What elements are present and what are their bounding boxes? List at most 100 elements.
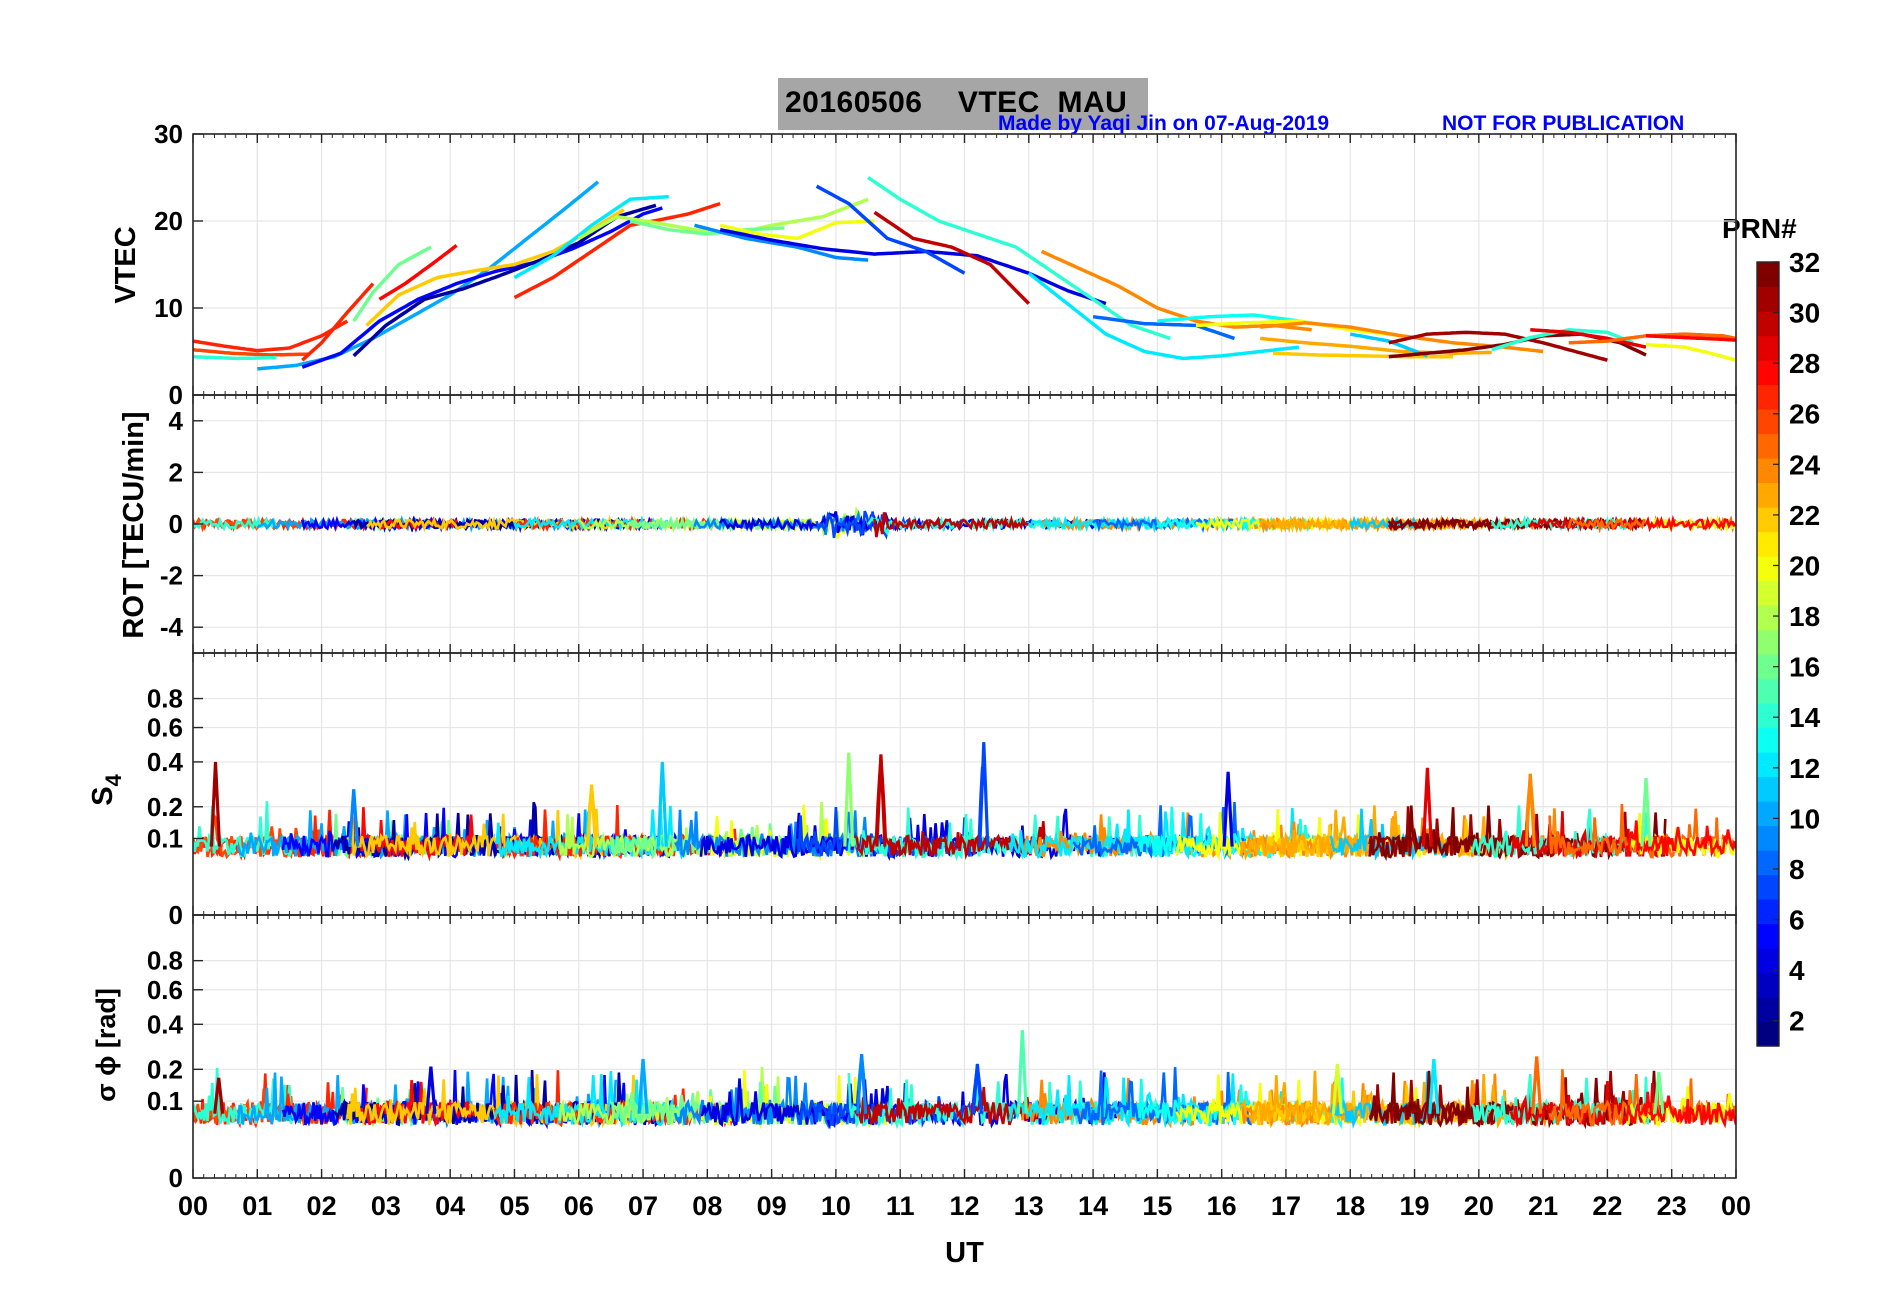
- vtec-line-prn-28: [1645, 334, 1736, 342]
- rot-line-prn-28: [1644, 514, 1736, 533]
- s4-peak-prn-4: [1222, 771, 1234, 847]
- sigma-peak-prn-16: [1653, 1071, 1665, 1114]
- colorbar-swatch: [1757, 335, 1779, 361]
- s4-peak-prn-30: [875, 754, 887, 847]
- colorbar-swatch: [1757, 629, 1779, 655]
- sigma-peak-prn-15: [1016, 1030, 1028, 1114]
- colorbar-swatch: [1757, 899, 1779, 925]
- colorbar-frame: [1756, 261, 1780, 1047]
- x-tick-label: 02: [307, 1191, 337, 1221]
- s4-series-group: [193, 742, 1736, 862]
- y-tick-label-rot: 4: [169, 406, 184, 436]
- y-tick-label-vtec: 10: [154, 293, 183, 323]
- x-tick-label: 16: [1207, 1191, 1237, 1221]
- title-product: VTEC: [957, 86, 1040, 119]
- vtec-line-prn-14: [867, 176, 1171, 341]
- x-tick-label: 09: [757, 1191, 787, 1221]
- x-tick-label: 08: [692, 1191, 722, 1221]
- colorbar-swatch: [1757, 703, 1779, 729]
- x-tick-label: 01: [242, 1191, 272, 1221]
- colorbar-tick-label: 24: [1789, 449, 1821, 480]
- y-axis-label-s4-sub: 4: [101, 773, 126, 786]
- y-tick-label-sig: 0.6: [147, 975, 183, 1005]
- sigma-peak-prn-10: [637, 1058, 649, 1114]
- x-tick-label: 11: [886, 1191, 915, 1221]
- y-tick-label-sig: 0.2: [147, 1054, 183, 1084]
- s4-peak-prn-22: [586, 784, 598, 847]
- colorbar-swatch: [1757, 801, 1779, 827]
- vtec-line-prn-5: [301, 206, 663, 369]
- vtec-line-prn-20: [1645, 342, 1736, 362]
- rot-line-prn-27: [513, 515, 721, 533]
- text-layer: 0102030-4-202400.10.20.40.60.800.10.20.4…: [87, 119, 1751, 1269]
- colorbar-swatch: [1757, 605, 1779, 631]
- colorbar-tick-label: 26: [1789, 399, 1820, 430]
- colorbar-swatch: [1757, 580, 1779, 606]
- x-tick-label: 05: [499, 1191, 529, 1221]
- colorbar-swatch: [1757, 948, 1779, 974]
- vtec-line-prn-20: [719, 219, 875, 241]
- x-axis-label: UT: [945, 1237, 984, 1269]
- colorbar-tick-label: 22: [1789, 500, 1820, 531]
- y-tick-label-vtec: 30: [154, 119, 183, 149]
- colorbar-swatch: [1757, 678, 1779, 704]
- colorbar-tick-label: 12: [1789, 753, 1820, 784]
- y-tick-label-s4: 0.4: [147, 747, 184, 777]
- colorbar-tick-label: 10: [1789, 803, 1820, 834]
- vtec-line-prn-30: [873, 210, 1031, 305]
- x-tick-label: 00: [1721, 1191, 1751, 1221]
- x-tick-label: 14: [1078, 1191, 1108, 1221]
- colorbar-swatch: [1757, 531, 1779, 557]
- rot-line-prn-14: [193, 515, 278, 532]
- sigma-peak-prn-31: [213, 1077, 225, 1114]
- s4-line-prn-8: [1072, 802, 1254, 859]
- y-axis-label-rot: ROT [TECU/min]: [118, 411, 150, 638]
- vtec-line-prn-8: [1092, 314, 1236, 341]
- y-tick-label-s4: 0.8: [147, 684, 183, 714]
- x-tick-label: 22: [1592, 1191, 1622, 1221]
- x-tick-label: 07: [628, 1191, 658, 1221]
- colorbar-swatch: [1757, 262, 1779, 288]
- vtec-line-prn-4: [719, 227, 1107, 306]
- vtec-line-prn-27: [301, 282, 375, 362]
- axes-layer: [192, 133, 1737, 1179]
- vtec-line-prn-12: [1027, 271, 1300, 361]
- sigma-peak-prn-12: [1428, 1058, 1440, 1114]
- vtec-series-group: [193, 176, 1736, 371]
- rot-line-prn-32: [1387, 515, 1647, 533]
- y-axis-label-sigma: σ ϕ [rad]: [91, 988, 121, 1102]
- s4-line-prn-28: [1625, 820, 1736, 858]
- vtec-line-prn-29: [1530, 328, 1647, 349]
- y-tick-label-rot: 0: [169, 509, 183, 539]
- colorbar-swatch: [1757, 776, 1779, 802]
- colorbar-swatch: [1757, 384, 1779, 410]
- y-tick-label-s4: 0.2: [147, 792, 183, 822]
- rot-line-prn-29: [1529, 515, 1645, 534]
- colorbar-tick-label: 32: [1789, 247, 1820, 278]
- colorbar-swatch: [1757, 752, 1779, 778]
- colorbar-tick-label: 18: [1789, 601, 1820, 632]
- colorbar-swatch: [1757, 850, 1779, 876]
- colorbar-swatch: [1757, 409, 1779, 435]
- s4-line-prn-12: [495, 805, 688, 860]
- vtec-line-prn-23: [1260, 336, 1492, 355]
- vtec-line-prn-9: [694, 223, 869, 262]
- y-tick-label-s4: 0: [169, 900, 183, 930]
- vtec-line-prn-2: [352, 203, 657, 358]
- colorbar-tick-label: 30: [1789, 298, 1820, 329]
- sigma-peak-prn-25: [1531, 1056, 1543, 1114]
- s4-peak-prn-29: [1421, 767, 1433, 847]
- y-tick-label-sig: 0.1: [147, 1086, 183, 1116]
- x-tick-label: 10: [821, 1191, 851, 1221]
- x-tick-label: 17: [1271, 1191, 1301, 1221]
- colorbar-swatch: [1757, 556, 1779, 582]
- colorbar-tick-label: 4: [1789, 955, 1805, 986]
- colorbar-swatch: [1757, 825, 1779, 851]
- x-tick-label: 19: [1400, 1191, 1430, 1221]
- colorbar-swatch: [1757, 923, 1779, 949]
- vtec-line-prn-7: [815, 184, 966, 275]
- colorbar-swatch: [1757, 433, 1779, 459]
- y-tick-label-sig: 0: [169, 1163, 183, 1193]
